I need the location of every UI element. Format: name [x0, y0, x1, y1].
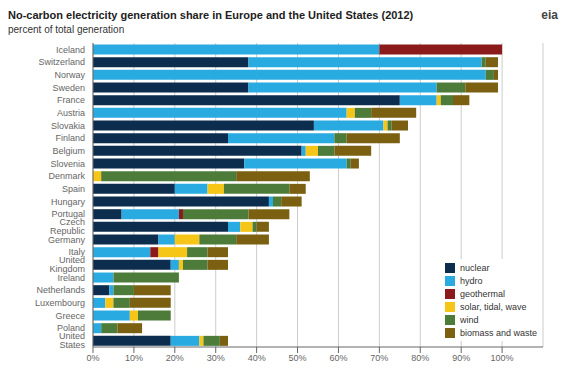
svg-text:CzechRepublic: CzechRepublic	[50, 217, 86, 236]
html-text:eia: eia	[541, 8, 558, 22]
svg-text:Poland: Poland	[57, 323, 85, 334]
html-text:wind: wind	[460, 314, 479, 325]
html-text:biomass and waste: biomass and waste	[460, 327, 537, 338]
html-text:geothermal: geothermal	[460, 288, 505, 299]
svg-text:40%: 40%	[248, 353, 266, 363]
svg-text:Austria: Austria	[57, 108, 85, 118]
svg-text:30%: 30%	[207, 353, 225, 363]
svg-text:80%: 80%	[411, 353, 429, 363]
html-text:hydro: hydro	[460, 275, 483, 286]
svg-text:20%: 20%	[166, 353, 184, 363]
svg-text:90%: 90%	[452, 353, 470, 363]
svg-text:Slovenia: Slovenia	[50, 159, 85, 169]
svg-text:Switzerland: Switzerland	[38, 57, 85, 67]
svg-text:Belgium: Belgium	[52, 146, 85, 156]
svg-text:Luxembourg: Luxembourg	[35, 298, 85, 308]
html-text:nuclear: nuclear	[460, 262, 490, 273]
svg-text:UnitedStates: UnitedStates	[59, 331, 86, 350]
svg-text:100%: 100%	[491, 353, 514, 363]
svg-text:Slovakia: Slovakia	[51, 121, 85, 131]
svg-text:Spain: Spain	[62, 184, 85, 194]
html-text:solar, tidal, wave: solar, tidal, wave	[460, 301, 527, 312]
svg-text:Norway: Norway	[54, 70, 85, 80]
svg-text:France: France	[57, 95, 85, 105]
svg-text:Netherlands: Netherlands	[36, 285, 85, 295]
svg-text:60%: 60%	[329, 353, 347, 363]
svg-text:0%: 0%	[86, 353, 99, 363]
svg-text:Iceland: Iceland	[56, 45, 85, 55]
html-text:No-carbon electricity generati: No-carbon electricity generation share i…	[8, 9, 414, 21]
svg-text:Greece: Greece	[55, 311, 85, 321]
html-text:percent of total generation: percent of total generation	[8, 24, 125, 35]
svg-text:Italy: Italy	[68, 247, 85, 258]
svg-text:Denmark: Denmark	[48, 171, 85, 181]
svg-text:Hungary: Hungary	[51, 197, 86, 207]
svg-text:Finland: Finland	[55, 133, 85, 143]
svg-text:50%: 50%	[289, 353, 307, 363]
svg-text:Portugal: Portugal	[51, 209, 85, 220]
svg-text:10%: 10%	[125, 353, 143, 363]
svg-text:Ireland: Ireland	[57, 273, 85, 283]
svg-text:UnitedKingdom: UnitedKingdom	[49, 255, 85, 274]
svg-text:Sweden: Sweden	[52, 83, 85, 93]
svg-text:Germany: Germany	[48, 235, 86, 245]
svg-text:70%: 70%	[370, 353, 388, 363]
